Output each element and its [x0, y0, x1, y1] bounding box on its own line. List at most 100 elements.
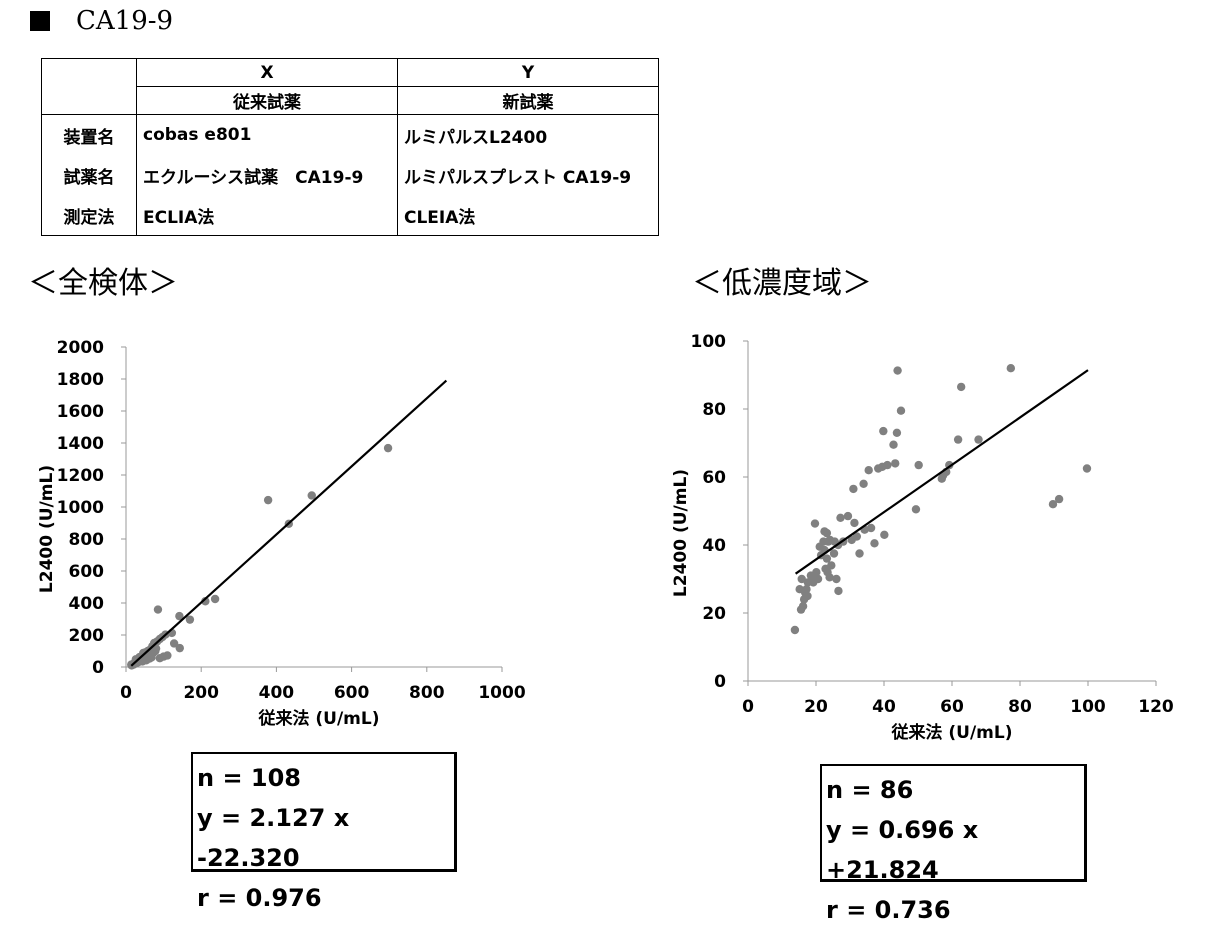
cell-x-reagent: エクルーシス試薬 CA19-9 [136, 155, 398, 195]
data-point-all [163, 651, 172, 660]
header-y-sub: 新試薬 [397, 86, 659, 115]
data-point-low [827, 561, 836, 570]
stat-eq-all: y = 2.127 x -22.320 [197, 804, 350, 872]
data-point-low [1048, 500, 1058, 509]
x-tick-label-low: 20 [804, 697, 828, 717]
stats-box-all: n = 108 y = 2.127 x -22.320 r = 0.976 [191, 752, 457, 912]
data-point-low [810, 519, 820, 528]
data-point-low [870, 539, 879, 548]
data-point-low [834, 586, 843, 596]
x-tick-label-low: 0 [742, 697, 754, 717]
data-point-low [813, 574, 823, 584]
data-point-low [866, 523, 876, 533]
scatter-charts: 0 200 400 600 800 100002004006008001000120014… [37, 332, 1174, 743]
data-point-low [803, 591, 812, 601]
data-point-all [142, 656, 151, 665]
data-point-low [859, 479, 868, 488]
y-tick-label-all: 1000 [57, 498, 104, 518]
comparison-table: X Y 従来試薬 新試薬 装置名 cobas e801 ルミパルスL2400 試… [41, 58, 659, 236]
data-point-low [891, 459, 900, 468]
header-x-sub: 従来試薬 [136, 86, 398, 115]
x-tick-label-low: 80 [1008, 697, 1032, 717]
y-tick-label-low: 80 [702, 400, 726, 420]
stat-eq-low: y = 0.696 x +21.824 [826, 816, 979, 884]
data-point-low [836, 513, 845, 522]
data-point-low [843, 511, 853, 521]
cell-x-device: cobas e801 [136, 114, 398, 155]
cell-y-device: ルミパルスL2400 [397, 114, 659, 155]
square-bullet-icon [30, 11, 50, 31]
x-tick-label-all: 200 [183, 683, 219, 703]
table-corner-cell-2 [41, 86, 137, 115]
row-label-reagent: 試薬名 [41, 155, 137, 195]
y-tick-label-low: 20 [702, 604, 726, 624]
y-tick-label-all: 1600 [57, 402, 104, 422]
data-point-low [974, 435, 983, 444]
x-tick-label-low: 100 [1070, 697, 1106, 717]
data-point-low [829, 549, 839, 558]
data-point-low [864, 466, 873, 475]
section-title-all: ＜全検体＞ [28, 266, 178, 301]
stat-n-all: n = 108 [197, 764, 302, 792]
data-point-all [131, 655, 140, 664]
data-point-low [879, 426, 888, 436]
cell-y-reagent: ルミパルスプレスト CA19-9 [397, 155, 659, 195]
y-tick-label-all: 400 [69, 594, 105, 614]
data-point-low [1082, 464, 1092, 473]
section-title-low: ＜低濃度域＞ [692, 266, 872, 301]
data-point-all [201, 597, 210, 606]
data-point-low [889, 440, 898, 449]
y-tick-label-all: 600 [69, 562, 105, 582]
data-point-all [383, 443, 393, 453]
data-point-all [169, 639, 179, 648]
y-tick-label-low: 60 [702, 468, 726, 488]
data-point-low [850, 518, 859, 528]
data-point-all [153, 605, 163, 614]
cell-y-method: CLEIA法 [397, 195, 659, 236]
y-tick-label-all: 2000 [57, 338, 104, 358]
data-point-all [307, 491, 316, 500]
x-tick-label-low: 40 [872, 697, 896, 717]
regression-line-all [130, 379, 448, 667]
data-point-low [956, 382, 966, 392]
stat-r-low: r = 0.736 [826, 896, 951, 924]
data-point-low [911, 505, 921, 514]
data-point-low [883, 460, 892, 470]
data-point-low [832, 574, 841, 584]
x-axis-label-all: 従来法 (U/mL) [257, 708, 379, 729]
stat-n-low: n = 86 [826, 776, 914, 804]
data-point-low [1054, 494, 1064, 504]
stats-box-low: n = 86 y = 0.696 x +21.824 r = 0.736 [820, 764, 1087, 924]
x-tick-label-all: 1000 [478, 683, 525, 703]
x-tick-label-low: 60 [940, 697, 964, 717]
x-tick-label-all: 600 [334, 683, 370, 703]
data-point-low [855, 549, 864, 558]
row-label-device: 装置名 [41, 114, 137, 155]
data-point-low [852, 532, 861, 541]
regression-line-low [794, 369, 1089, 575]
data-point-low [797, 574, 806, 584]
data-point-low [893, 366, 902, 375]
data-point-low [812, 568, 821, 577]
data-point-low [914, 460, 923, 470]
data-point-low [1006, 364, 1016, 373]
y-tick-label-all: 1800 [57, 370, 104, 390]
y-tick-label-all: 800 [69, 530, 105, 550]
y-tick-label-all: 1200 [57, 466, 104, 486]
data-point-low [953, 435, 963, 444]
y-tick-label-low: 40 [702, 536, 726, 556]
y-axis-label-all: L2400 (U/mL) [37, 465, 57, 593]
x-axis-label-low: 従来法 (U/mL) [890, 722, 1012, 743]
y-tick-label-all: 1400 [57, 434, 104, 454]
data-point-low [822, 528, 832, 538]
data-point-low [849, 484, 858, 494]
data-point-low [798, 602, 808, 611]
data-point-all [175, 643, 184, 653]
data-point-all [263, 495, 273, 505]
data-point-all [210, 594, 220, 604]
y-tick-label-all: 200 [69, 626, 105, 646]
data-point-low [822, 554, 832, 563]
y-axis-label-low: L2400 (U/mL) [671, 469, 691, 597]
page-title: CA19-9 [30, 6, 173, 36]
data-point-all [185, 615, 195, 624]
